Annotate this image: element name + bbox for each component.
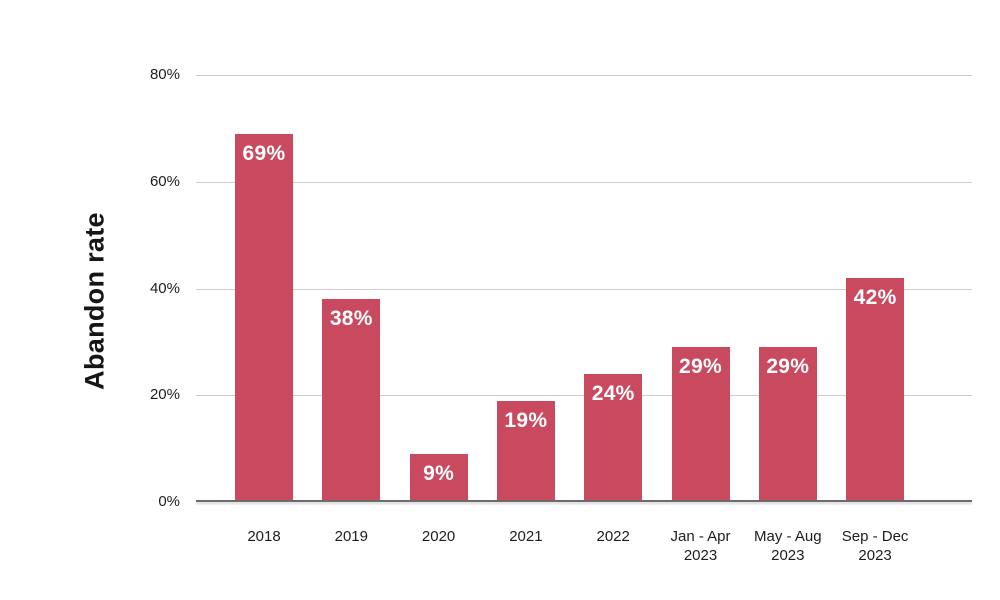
bar-2020: 9%	[409, 453, 468, 502]
bar-value-label: 24%	[591, 381, 635, 405]
y-tick-label-80: 80%	[149, 66, 180, 83]
bar-2022: 24%	[584, 373, 643, 502]
x-tick-label: Jan - Apr 2023	[670, 528, 731, 564]
bar-2018: 69%	[235, 133, 293, 502]
x-tick-label: 2020	[421, 528, 456, 545]
bar-value-label: 38%	[329, 307, 373, 331]
y-tick-label-60: 60%	[149, 172, 180, 190]
bar-value-label: 69%	[242, 141, 286, 165]
gridline-60	[196, 181, 972, 183]
bar-2019: 38%	[322, 299, 381, 502]
y-tick-label-40: 40%	[149, 279, 180, 297]
x-tick-label: 2019	[334, 528, 368, 545]
x-tick-label: 2021	[509, 528, 543, 545]
bar-sep---dec-2023: 42%	[846, 277, 905, 502]
bar-value-label: 29%	[766, 355, 810, 379]
gridline-80	[196, 75, 972, 76]
bar-value-label: 42%	[853, 285, 897, 309]
gridline-20	[196, 395, 972, 397]
x-tick-label: Sep - Dec 2023	[841, 528, 909, 564]
x-tick-label: May - Aug 2023	[754, 528, 822, 564]
y-tick-label-0: 0%	[158, 493, 180, 510]
x-tick-label: 2018	[247, 528, 281, 545]
bar-2021: 19%	[496, 400, 555, 502]
bar-value-label: 9%	[423, 461, 455, 485]
x-axis-line	[196, 500, 972, 502]
bar-value-label: 19%	[504, 408, 548, 432]
plot-area: 80% 60% 40% 20% 0% 69% 38% 9% 19% 24% 29% 29% 42% 2…	[150, 66, 972, 564]
y-axis-title: Abandon rate	[79, 212, 110, 390]
gridline-40	[196, 288, 972, 290]
y-tick-label-20: 20%	[149, 386, 180, 404]
bar-value-label: 29%	[679, 355, 722, 379]
bar-jan---apr-2023: 29%	[671, 347, 730, 502]
bar-may---aug-2023: 29%	[758, 347, 817, 502]
x-tick-label: 2022	[596, 528, 630, 545]
